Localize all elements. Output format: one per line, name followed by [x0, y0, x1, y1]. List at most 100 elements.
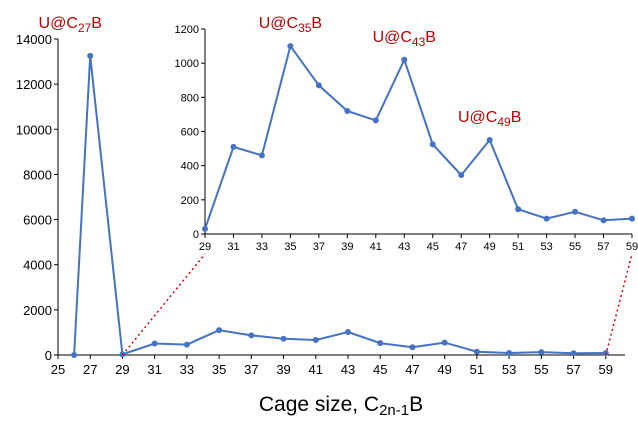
inset-x-tick-label: 55 — [569, 241, 581, 253]
label-text: Cage size, C — [259, 393, 379, 416]
main-x-tick-label: 41 — [309, 362, 323, 377]
main-data-point — [312, 336, 319, 343]
inset-x-tick-label: 59 — [626, 241, 638, 253]
inset-x-tick-label: 47 — [455, 241, 467, 253]
inset-x-tick-label: 33 — [256, 241, 268, 253]
inset-data-point — [543, 215, 550, 222]
label-suffix: B — [311, 15, 322, 32]
inset-data-point — [287, 43, 294, 50]
main-x-tick-label: 35 — [212, 362, 226, 377]
main-y-tick-label: 8000 — [23, 167, 52, 182]
label-suffix: B — [425, 29, 436, 46]
main-x-tick-label: 53 — [502, 362, 516, 377]
inset-background — [160, 18, 638, 254]
main-data-point — [183, 341, 190, 348]
label-suffix: B — [91, 15, 102, 32]
main-data-point — [570, 350, 577, 357]
label-suffix: B — [409, 393, 423, 416]
inset-data-point — [486, 137, 493, 144]
inset-data-point — [315, 82, 322, 89]
main-series-line — [73, 55, 606, 356]
main-x-axis-label: Cage size, C2n-1B — [259, 393, 423, 419]
main-data-point — [473, 348, 480, 355]
inset-x-tick-label: 41 — [370, 241, 382, 253]
inset-x-tick-label: 29 — [199, 241, 211, 253]
main-data-point — [280, 335, 287, 342]
main-y-tick-label: 4000 — [23, 258, 52, 273]
inset-data-point — [572, 208, 579, 215]
main-x-tick-label: 39 — [276, 362, 290, 377]
main-x-tick-label: 33 — [180, 362, 194, 377]
main-data-point — [506, 349, 513, 356]
main-data-point — [151, 340, 158, 347]
inset-x-tick-label: 57 — [597, 241, 609, 253]
inset-y-tick-label: 0 — [193, 229, 199, 241]
main-x-tick-label: 59 — [599, 362, 613, 377]
main-y-tick-label: 2000 — [23, 303, 52, 318]
inset-x-tick-label: 51 — [512, 241, 524, 253]
inset-data-point — [230, 143, 237, 150]
inset-data-point — [600, 217, 607, 224]
inset-y-tick-label: 400 — [181, 161, 199, 173]
inset-y-tick-label: 1000 — [175, 58, 199, 70]
main-x-tick-label: 47 — [405, 362, 419, 377]
inset-data-point — [458, 172, 465, 179]
inset-data-point — [372, 117, 379, 124]
label-text: U@C — [259, 15, 298, 32]
main-data-point — [87, 52, 94, 59]
inset-y-tick-label: 1200 — [175, 24, 199, 36]
label-text: U@C — [39, 15, 78, 32]
main-x-tick-label: 31 — [147, 362, 161, 377]
label-subscript: 2n-1 — [379, 402, 409, 419]
main-y-tick-label: 14000 — [16, 32, 52, 47]
main-annotation: U@C27B — [39, 15, 102, 35]
main-x-tick-label: 37 — [244, 362, 258, 377]
zoom-connector-left — [121, 253, 206, 356]
inset-x-tick-label: 53 — [540, 241, 552, 253]
main-data-point — [71, 352, 78, 358]
inset-chart: 0 200 400 600 800 1000 1200 29 31 33 35 37 39 41 43 45 4… — [160, 15, 638, 254]
main-x-tick-label: 57 — [566, 362, 580, 377]
main-data-point — [441, 339, 448, 346]
label-subscript: 35 — [298, 21, 312, 35]
main-data-point — [345, 328, 351, 335]
main-x-tick-label: 25 — [51, 362, 65, 377]
main-data-point — [377, 340, 384, 347]
main-y-tick-label: 0 — [45, 348, 52, 363]
inset-data-point — [401, 56, 408, 63]
inset-x-tick-label: 49 — [484, 241, 496, 253]
inset-data-point — [258, 152, 265, 159]
label-subscript: 43 — [412, 35, 426, 49]
main-data-point — [538, 349, 545, 356]
inset-x-tick-label: 37 — [313, 241, 325, 253]
main-x-tick-label: 55 — [534, 362, 548, 377]
inset-data-point — [629, 215, 635, 222]
inset-y-tick-label: 200 — [181, 195, 199, 207]
main-x-tick-label: 29 — [115, 362, 129, 377]
label-subscript: 27 — [78, 21, 92, 35]
main-y-tick-label: 12000 — [16, 77, 52, 92]
main-x-tick-label: 49 — [437, 362, 451, 377]
inset-data-point — [515, 206, 522, 213]
inset-x-tick-label: 45 — [427, 241, 439, 253]
label-suffix: B — [511, 109, 522, 126]
inset-x-tick-label: 35 — [284, 241, 296, 253]
main-y-tick-label: 10000 — [16, 122, 52, 137]
inset-annotation: U@C43B — [373, 29, 436, 49]
main-data-point — [216, 327, 223, 334]
inset-x-tick-label: 39 — [341, 241, 353, 253]
main-x-tick-label: 43 — [341, 362, 355, 377]
label-text: U@C — [458, 109, 497, 126]
main-x-tick-label: 45 — [373, 362, 387, 377]
main-x-tick-label: 27 — [83, 362, 97, 377]
main-data-point — [248, 332, 255, 339]
inset-y-tick-label: 800 — [181, 92, 199, 104]
inset-x-tick-label: 31 — [227, 241, 239, 253]
inset-annotation: U@C35B — [259, 15, 322, 35]
main-data-point — [409, 344, 416, 351]
inset-data-point — [344, 108, 351, 114]
main-x-tick-label: 51 — [470, 362, 484, 377]
inset-data-point — [429, 141, 436, 148]
